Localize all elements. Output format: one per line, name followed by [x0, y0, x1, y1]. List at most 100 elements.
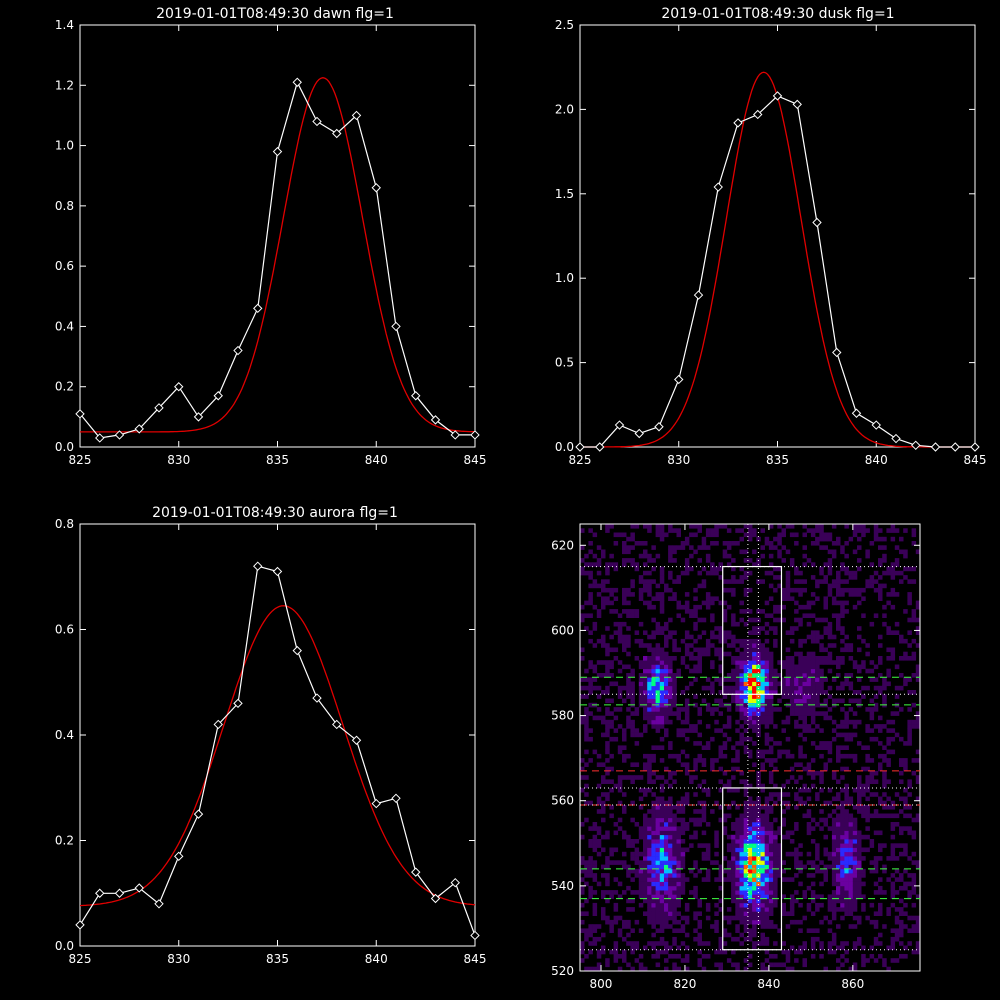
heatmap-cell [857, 634, 862, 640]
heatmap-cell [777, 856, 782, 861]
heatmap-cell [836, 813, 841, 819]
heatmap-cell [647, 766, 652, 772]
heatmap-cell [848, 885, 854, 891]
heatmap-cell [630, 868, 635, 874]
heatmap-cell [617, 749, 623, 755]
heatmap-cell [810, 817, 816, 823]
heatmap-cell [760, 643, 765, 648]
heatmap-cell [668, 587, 673, 593]
heatmap-cell [638, 596, 644, 601]
heatmap-cell [865, 805, 870, 810]
heatmap-cell [664, 664, 669, 670]
heatmap-cell [747, 617, 753, 623]
heatmap-cell [622, 732, 627, 738]
heatmap-cell [831, 839, 837, 844]
heatmap-cell [764, 809, 770, 814]
heatmap-cell [739, 741, 744, 746]
heatmap-cell [844, 634, 849, 640]
heatmap-cell [710, 707, 715, 712]
heatmap-cell [605, 779, 610, 784]
heatmap-cell [789, 907, 795, 912]
heatmap-cell [760, 609, 765, 614]
heatmap-cell [911, 541, 917, 546]
heatmap-cell [613, 907, 619, 912]
heatmap-cell [664, 694, 669, 699]
heatmap-cell [630, 941, 635, 946]
heatmap-cell [764, 690, 770, 695]
heatmap-cell [844, 941, 849, 946]
heatmap-cell [794, 805, 799, 810]
heatmap-cell [710, 634, 715, 640]
heatmap-cell [857, 800, 862, 806]
heatmap-cell [605, 698, 610, 704]
heatmap-cell [626, 643, 631, 648]
heatmap-cell [739, 617, 744, 623]
heatmap-cell [693, 677, 698, 682]
heatmap-cell [747, 868, 753, 874]
heatmap-cell [890, 647, 896, 653]
heatmap-cell [802, 702, 807, 708]
heatmap-cell [806, 528, 812, 533]
heatmap-cell [664, 843, 669, 848]
dusk-spectrum-panel: 2019-01-01T08:49:30 dusk flg=1 825 830 835… [555, 6, 987, 467]
heatmap-cell [584, 792, 589, 797]
heatmap-cell [823, 647, 828, 653]
heatmap-cell [886, 673, 891, 678]
heatmap-cell [819, 528, 824, 533]
heatmap-cell [760, 868, 765, 874]
heatmap-cell [672, 592, 677, 597]
heatmap-cell [781, 728, 786, 733]
heatmap-cell [894, 694, 900, 699]
heatmap-cell [596, 839, 602, 844]
heatmap-cell [857, 690, 862, 695]
heatmap-cell [911, 924, 917, 929]
heatmap-cell [861, 638, 866, 644]
heatmap-cell [735, 830, 740, 836]
heatmap-cell [823, 630, 828, 635]
heatmap-cell [722, 630, 728, 635]
heatmap-cell [647, 779, 652, 784]
heatmap-cell [718, 668, 723, 674]
heatmap-cell [659, 579, 665, 584]
heatmap-cell [777, 673, 782, 678]
heatmap-cell [794, 707, 799, 712]
heatmap-cell [768, 562, 774, 567]
heatmap-cell [764, 647, 770, 653]
heatmap-cell [659, 851, 665, 857]
heatmap-cell [584, 864, 589, 870]
heatmap-cell [613, 902, 619, 908]
dusk-data-point [772, 91, 783, 101]
heatmap-cell [836, 792, 841, 797]
heatmap-cell [596, 638, 602, 644]
heatmap-cell [626, 685, 631, 691]
heatmap-cell [731, 890, 736, 895]
heatmap-cell [580, 775, 585, 780]
heatmap-cell [693, 758, 698, 763]
heatmap-cell [689, 843, 694, 848]
heatmap-cell [655, 885, 661, 891]
heatmap-cell [655, 941, 661, 946]
heatmap-cell [710, 562, 715, 567]
heatmap-cell [840, 698, 845, 704]
heatmap-cell [634, 919, 640, 925]
heatmap-cell [705, 532, 711, 538]
heatmap-cell [676, 873, 681, 878]
heatmap-cell [676, 707, 681, 712]
heatmap-cell [605, 643, 610, 648]
heatmap-cell [743, 736, 749, 742]
heatmap-cell [659, 885, 665, 891]
heatmap-cell [739, 579, 744, 584]
heatmap-cell [655, 553, 661, 559]
heatmap-cell [697, 936, 702, 942]
heatmap-cell [647, 839, 652, 844]
aurora-plot-frame [79, 523, 476, 947]
heatmap-cell [622, 549, 627, 555]
heatmap-cell [592, 847, 598, 853]
heatmap-cell [588, 839, 593, 844]
heatmap-cell [643, 847, 648, 853]
heatmap-cell [743, 843, 749, 848]
heatmap-cell [710, 630, 715, 635]
heatmap-cell [651, 545, 656, 550]
heatmap-cell [781, 664, 786, 670]
heatmap-cell [710, 809, 715, 814]
